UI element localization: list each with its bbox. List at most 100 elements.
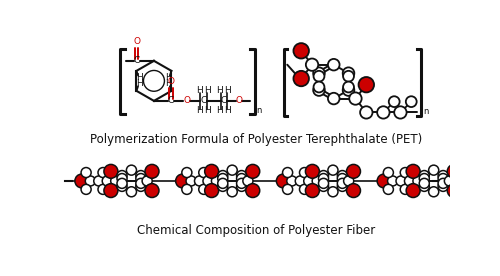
Circle shape <box>236 178 246 188</box>
Circle shape <box>338 178 347 188</box>
Circle shape <box>218 178 228 188</box>
Circle shape <box>218 174 228 184</box>
Circle shape <box>126 187 136 197</box>
Circle shape <box>343 82 354 92</box>
Circle shape <box>236 171 246 181</box>
Circle shape <box>406 184 420 198</box>
Circle shape <box>384 184 394 194</box>
Circle shape <box>438 174 448 184</box>
Circle shape <box>384 168 394 177</box>
Circle shape <box>117 171 127 181</box>
Circle shape <box>328 59 340 70</box>
Circle shape <box>318 171 328 181</box>
Circle shape <box>104 164 118 178</box>
Circle shape <box>314 71 324 82</box>
Circle shape <box>136 171 146 181</box>
Circle shape <box>444 176 454 186</box>
Circle shape <box>328 165 338 175</box>
Circle shape <box>394 106 406 119</box>
Circle shape <box>312 176 322 186</box>
Circle shape <box>227 165 237 175</box>
Circle shape <box>318 181 328 191</box>
Circle shape <box>117 174 127 184</box>
Circle shape <box>413 176 423 186</box>
Circle shape <box>145 184 159 198</box>
Text: H: H <box>165 79 172 88</box>
Text: O: O <box>236 96 242 105</box>
Circle shape <box>186 176 196 186</box>
Circle shape <box>294 71 309 86</box>
Circle shape <box>145 164 159 178</box>
Circle shape <box>306 59 318 71</box>
Circle shape <box>287 176 297 186</box>
Text: C: C <box>134 56 140 65</box>
Circle shape <box>94 176 104 186</box>
Circle shape <box>246 184 260 198</box>
Text: H: H <box>224 86 231 95</box>
Circle shape <box>98 168 108 177</box>
Circle shape <box>428 187 438 197</box>
Circle shape <box>218 181 228 191</box>
Circle shape <box>313 84 325 96</box>
Circle shape <box>448 164 461 178</box>
Circle shape <box>296 176 306 186</box>
Circle shape <box>377 106 390 119</box>
Circle shape <box>328 93 340 104</box>
Circle shape <box>81 168 91 177</box>
Circle shape <box>438 171 448 181</box>
Circle shape <box>212 176 222 186</box>
Circle shape <box>236 174 246 184</box>
Circle shape <box>306 164 320 178</box>
Text: O: O <box>168 77 174 86</box>
Text: n: n <box>256 106 262 115</box>
Circle shape <box>198 168 209 177</box>
Circle shape <box>203 176 213 186</box>
Circle shape <box>136 174 146 184</box>
Circle shape <box>419 178 430 188</box>
Circle shape <box>318 174 328 184</box>
Circle shape <box>338 174 347 184</box>
Circle shape <box>102 176 113 186</box>
Circle shape <box>328 187 338 197</box>
Circle shape <box>306 184 320 198</box>
Circle shape <box>314 82 324 92</box>
Circle shape <box>300 168 310 177</box>
Circle shape <box>236 181 246 191</box>
Circle shape <box>86 176 96 186</box>
Circle shape <box>318 178 328 188</box>
Circle shape <box>75 174 89 188</box>
Circle shape <box>243 176 253 186</box>
Circle shape <box>406 164 420 178</box>
Circle shape <box>342 84 354 96</box>
Circle shape <box>400 184 410 194</box>
Circle shape <box>282 168 292 177</box>
Text: H: H <box>196 86 203 95</box>
Circle shape <box>343 71 354 82</box>
Circle shape <box>276 174 290 188</box>
Circle shape <box>438 181 448 191</box>
Circle shape <box>204 164 218 178</box>
Circle shape <box>182 168 192 177</box>
Circle shape <box>98 184 108 194</box>
Circle shape <box>204 184 218 198</box>
Text: C: C <box>220 96 227 105</box>
Circle shape <box>136 181 146 191</box>
Circle shape <box>406 96 416 107</box>
Circle shape <box>404 176 414 186</box>
Circle shape <box>344 176 353 186</box>
Circle shape <box>218 171 228 181</box>
Circle shape <box>389 96 400 107</box>
Circle shape <box>282 184 292 194</box>
Circle shape <box>304 176 314 186</box>
Circle shape <box>388 176 398 186</box>
Circle shape <box>346 164 360 178</box>
Text: H: H <box>136 79 143 88</box>
Circle shape <box>117 178 127 188</box>
Text: O: O <box>134 37 140 46</box>
Circle shape <box>358 77 374 92</box>
Text: C: C <box>168 96 174 105</box>
Circle shape <box>294 43 309 59</box>
Text: Polymerization Formula of Polyester Terephthalate (PET): Polymerization Formula of Polyester Tere… <box>90 133 422 146</box>
Circle shape <box>142 176 152 186</box>
Text: C: C <box>200 96 206 105</box>
